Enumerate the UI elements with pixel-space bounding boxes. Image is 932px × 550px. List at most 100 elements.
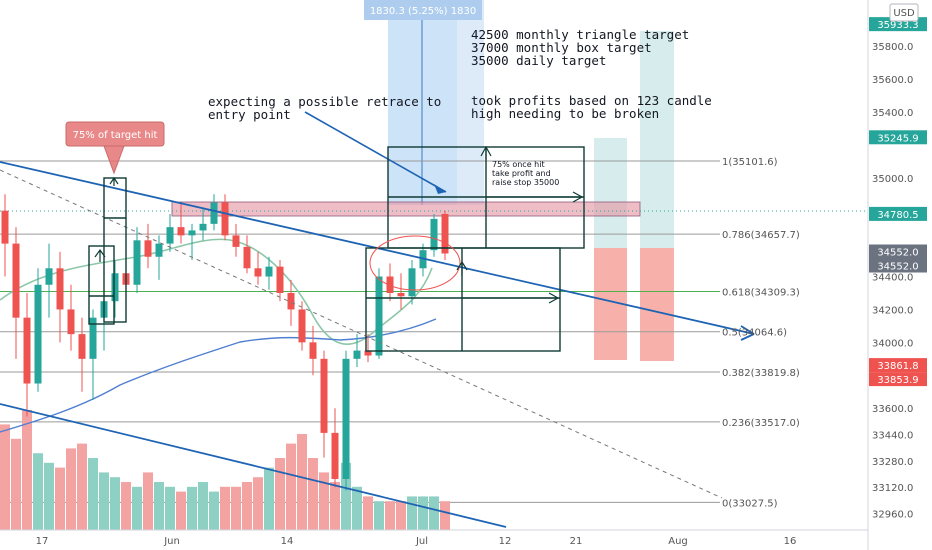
long-position-profit-2 <box>640 31 674 248</box>
retrace-line-2: entry point <box>208 107 291 122</box>
fib-label: 0.618(34309.3) <box>722 287 800 298</box>
measure-zone-secondary <box>457 0 484 205</box>
volume-bar <box>11 438 21 530</box>
y-tick-label: 33440.0 <box>872 431 913 442</box>
candle-body <box>89 317 97 359</box>
volume-bar <box>363 496 373 530</box>
volume-bar <box>352 486 362 530</box>
candle-body <box>408 268 416 297</box>
targets-line-1: 42500 monthly triangle target <box>471 27 689 42</box>
arrow-mid <box>462 292 560 304</box>
volume-bar <box>319 472 329 530</box>
fib-label: 0.5(34064.6) <box>722 328 787 339</box>
upper-trendline-arrowhead <box>740 325 755 341</box>
currency-selector[interactable]: USD <box>889 3 919 22</box>
arrow-up-left <box>94 248 106 262</box>
volume-bar <box>132 486 142 530</box>
candle-body <box>56 268 64 310</box>
volume-bar <box>374 501 384 530</box>
candle-body <box>111 273 119 302</box>
candle-body <box>331 432 339 479</box>
position-boxes <box>594 31 674 361</box>
fib-label: 0.786(34657.7) <box>722 230 800 241</box>
currency-badge-label[interactable]: USD <box>893 8 915 19</box>
candle-body <box>34 284 42 384</box>
volume-bar <box>440 501 450 530</box>
volume-bar <box>187 486 197 530</box>
box-note-line-1: 75% once hit <box>492 160 545 169</box>
price-badge-box <box>869 258 927 273</box>
candle-body <box>364 350 372 356</box>
candle-body <box>243 246 251 269</box>
ema-slow-line <box>0 318 437 433</box>
candle-body <box>166 227 174 244</box>
arrow-up-left-2 <box>109 176 119 186</box>
candle-body <box>1 210 9 244</box>
y-tick-label: 35600.0 <box>872 75 913 86</box>
price-badge-label: 33853.9 <box>877 375 918 386</box>
box-note-line-3: raise stop 35000 <box>492 178 559 187</box>
volume-bar <box>121 482 131 530</box>
x-tick-label: 12 <box>499 536 512 547</box>
volume-bar <box>66 448 76 530</box>
retrace-line-1: expecting a possible retrace to <box>208 94 441 109</box>
price-badge-box <box>869 244 927 259</box>
y-tick-label: 33600.0 <box>872 404 913 415</box>
arrow-top <box>486 191 584 203</box>
x-ticks: 17 Jun 14 Jul 12 21 Aug 16 <box>36 536 797 547</box>
volume-bar <box>143 472 153 530</box>
arrow-up-small <box>480 145 492 160</box>
candle-body <box>276 266 284 293</box>
box-left <box>88 245 115 325</box>
x-tick-label: 16 <box>784 536 797 547</box>
y-tick-label: 34200.0 <box>872 305 913 316</box>
y-tick-label: 34400.0 <box>872 273 913 284</box>
long-position-profit-1 <box>594 138 627 248</box>
long-position-loss-2 <box>640 248 674 361</box>
targets-line-2: 37000 monthly box target <box>471 40 652 55</box>
y-tick-label: 35400.0 <box>872 108 913 119</box>
x-tick-label: 14 <box>281 536 294 547</box>
candle-body <box>386 276 394 293</box>
candle-body <box>342 358 350 479</box>
volume-bar <box>396 501 406 530</box>
candle-body <box>254 268 262 277</box>
volume-bar <box>55 467 65 530</box>
fib-labels: 1(35101.6) 0.786(34657.7) 0.618(34309.3) 0.… <box>722 157 800 509</box>
candle-body <box>45 268 53 285</box>
price-badge-label: 35933.3 <box>877 20 918 31</box>
y-tick-label: 35000.0 <box>872 174 913 185</box>
volume-bar <box>110 477 120 530</box>
candle-body <box>199 223 207 231</box>
y-tick-label: 32960.0 <box>872 510 913 521</box>
volume-bar <box>418 496 428 530</box>
candle-body <box>177 227 185 236</box>
box-left-upper <box>103 177 127 323</box>
candle-body <box>397 292 405 297</box>
price-badge-box <box>869 130 927 145</box>
volume-bars <box>0 410 450 530</box>
candle-body <box>265 266 273 277</box>
candle-body <box>210 202 218 224</box>
price-badge-box <box>869 206 927 221</box>
volume-bar <box>209 491 219 530</box>
candle-body <box>320 358 328 433</box>
volume-bar <box>88 458 98 530</box>
callout-pointer <box>103 145 125 175</box>
volume-bar <box>253 477 263 530</box>
currency-badge-box[interactable] <box>889 3 919 22</box>
candle-body <box>144 240 152 257</box>
volume-bar <box>154 482 164 530</box>
took-profits-line-1: took profits based on 123 candle <box>471 93 712 108</box>
volume-bar <box>429 496 439 530</box>
volume-bar <box>385 501 395 530</box>
callout-text: 75% of target hit <box>73 130 158 141</box>
box-note-line-2: take profit and <box>492 169 551 178</box>
volume-bar <box>0 424 10 530</box>
candle-body <box>221 202 229 236</box>
measure-label-box <box>364 0 482 20</box>
candle-body <box>375 276 383 356</box>
y-tick-label: 33120.0 <box>872 483 913 494</box>
price-badge-label: 35245.9 <box>877 133 918 144</box>
